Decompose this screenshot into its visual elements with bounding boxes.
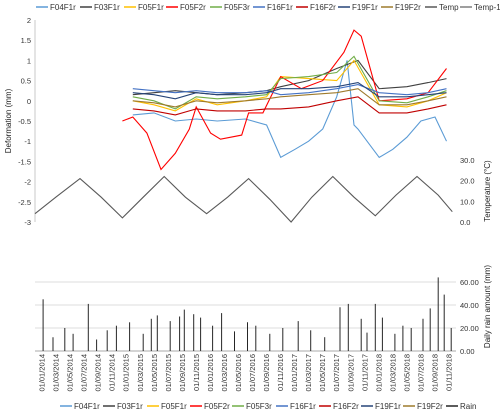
legend-label: Rain: [460, 402, 476, 411]
date-tick: 01/11/2014: [108, 354, 117, 391]
series-line-f19f2r: [132, 88, 447, 108]
legend-label: F04F1r: [50, 3, 76, 12]
legend-label: F03F1r: [117, 402, 143, 411]
deformation-tick: 1: [27, 56, 31, 65]
legend-label: F05F3r: [224, 3, 250, 12]
deformation-tick: 2: [27, 16, 31, 25]
date-tick: 01/09/2016: [262, 354, 271, 392]
deformation-tick: -1.5: [18, 157, 31, 166]
deformation-tick: -2: [24, 178, 31, 187]
legend-label: F16F1r: [267, 3, 293, 12]
legend-label: F05F2r: [180, 3, 206, 12]
date-tick: 01/05/2018: [402, 354, 411, 392]
date-tick: 01/03/2016: [220, 354, 229, 392]
series-line-f05f3r: [132, 55, 447, 110]
date-tick: 01/07/2015: [164, 354, 173, 392]
deformation-tick: -3: [24, 218, 31, 227]
date-tick: 01/07/2016: [248, 354, 257, 392]
legend-label: F19F1r: [352, 3, 378, 12]
series-line-f05f1r: [132, 59, 447, 112]
deformation-tick: -0.5: [18, 117, 31, 126]
date-tick: 01/07/2014: [80, 354, 89, 392]
date-tick: 01/05/2015: [150, 354, 159, 392]
date-tick: 01/09/2018: [430, 354, 439, 392]
legend-label: F05F1r: [138, 3, 164, 12]
series-line-f05f2r: [122, 29, 447, 171]
deformation-tick: 1.5: [21, 36, 31, 45]
top-legend: F04F1r F03F1r F05F1r F05F2r F05F3r F16F1r F16F…: [36, 3, 500, 12]
legend-label: F19F2r: [417, 402, 443, 411]
date-tick: 01/03/2017: [304, 354, 313, 392]
temperature-tick: 30.0: [460, 156, 475, 165]
date-tick: 01/11/2017: [360, 354, 369, 391]
date-tick: 01/01/2015: [122, 354, 131, 392]
deformation-axis-label: Deformation (mm): [4, 88, 13, 153]
date-tick: 01/09/2014: [94, 354, 103, 392]
series-line-temp: [34, 175, 453, 223]
legend-label: F03F1r: [94, 3, 120, 12]
temperature-axis-label: Temperature (°C): [483, 160, 492, 222]
date-tick: 01/11/2016: [276, 354, 285, 391]
legend-label: Temp: [439, 3, 459, 12]
legend-label: F04F1r: [74, 402, 100, 411]
series-line-f19f1r: [132, 82, 447, 100]
legend-label: F05F2r: [204, 402, 230, 411]
series-line-f03f1r: [132, 59, 447, 96]
rain-tick: 20.00: [460, 324, 479, 333]
legend-label: F16F2r: [310, 3, 336, 12]
date-tick: 01/01/2017: [290, 354, 299, 392]
legend-label: F16F2r: [333, 402, 359, 411]
deformation-tick: -2.5: [18, 198, 31, 207]
date-tick: 01/01/2018: [374, 354, 383, 392]
series-line-f16f2r: [132, 96, 447, 116]
legend-label: F05F1r: [161, 402, 187, 411]
legend-label: Temp-1: [474, 3, 500, 12]
deformation-tick: 0: [27, 97, 31, 106]
legend-label: F19F1r: [375, 402, 401, 411]
date-tick: 01/09/2017: [346, 354, 355, 392]
deformation-tick: 0.5: [21, 77, 31, 86]
series-line-f16f1r: [132, 84, 447, 96]
rain-tick: 40.00: [460, 301, 479, 310]
date-tick: 01/05/2017: [318, 354, 327, 392]
legend-label: F19F2r: [395, 3, 421, 12]
date-tick: 01/01/2014: [38, 354, 47, 392]
temperature-tick: 20.0: [460, 177, 475, 186]
date-tick: 01/03/2018: [388, 354, 397, 392]
date-tick: 01/07/2018: [416, 354, 425, 392]
rain-tick: 60.00: [460, 278, 479, 287]
legend-label: F16F1r: [290, 402, 316, 411]
series-line-f04f1r: [132, 60, 447, 159]
deformation-panel: 2 1.5 1 0.5 0 -0.5 -1 -1.5 -2 -2.5 -3 30.0 20.0 10.0 0…: [18, 16, 475, 227]
date-tick: 01/11/2018: [445, 354, 454, 391]
legend-label: F05F3r: [246, 402, 272, 411]
rain-axis-label: Daily rain amount (mm): [483, 265, 492, 348]
temperature-tick: 0.0: [460, 218, 470, 227]
date-tick: 01/05/2016: [234, 354, 243, 392]
date-tick: 01/11/2015: [192, 354, 201, 391]
bottom-legend: F04F1r F03F1r F05F1r F05F2r F05F3r F16F1r F16F…: [60, 402, 476, 411]
date-tick: 01/05/2014: [66, 354, 75, 392]
date-tick: 01/01/2016: [206, 354, 215, 392]
date-tick: 01/03/2015: [136, 354, 145, 392]
date-tick: 01/07/2017: [332, 354, 341, 392]
deformation-tick: -1: [24, 137, 31, 146]
date-tick: 01/09/2015: [178, 354, 187, 392]
temperature-tick: 10.0: [460, 197, 475, 206]
rain-tick: 0.00: [460, 347, 475, 356]
rain-panel: 60.00 40.00 20.00 0.00 01/01/2014 01/03/2014 0…: [35, 277, 479, 392]
date-tick: 01/03/2014: [52, 354, 61, 392]
